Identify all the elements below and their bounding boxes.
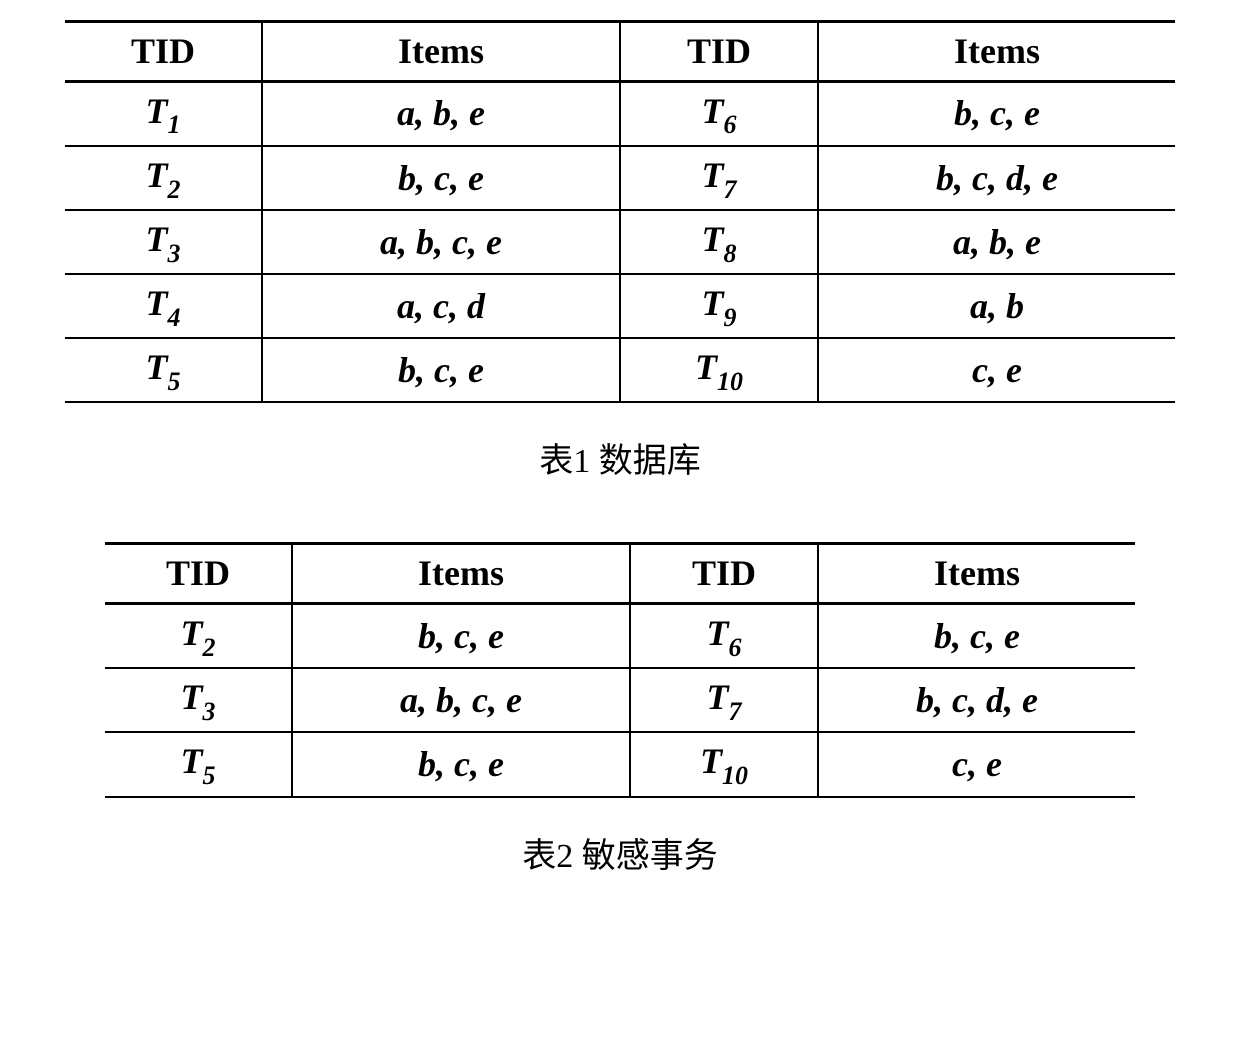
tid-cell: T7 xyxy=(620,146,818,210)
table1-caption: 表1 数据库 xyxy=(539,433,701,482)
tid-cell: T9 xyxy=(620,274,818,338)
table-row: T4a, c, dT9a, b xyxy=(65,274,1175,338)
table2-caption: 表2 敏感事务 xyxy=(522,828,718,877)
items-cell: b, c, d, e xyxy=(818,668,1135,732)
tid-cell: T2 xyxy=(65,146,262,210)
items-cell: b, c, e xyxy=(818,81,1175,146)
table2-body: T2b, c, eT6b, c, eT3a, b, c, eT7b, c, d,… xyxy=(105,604,1135,797)
tid-cell: T6 xyxy=(630,604,818,669)
tid-cell: T5 xyxy=(105,732,292,796)
tid-cell: T10 xyxy=(630,732,818,796)
tid-cell: T7 xyxy=(630,668,818,732)
tid-cell: T3 xyxy=(65,210,262,274)
table-row: T2b, c, eT7b, c, d, e xyxy=(65,146,1175,210)
table-row: T2b, c, eT6b, c, e xyxy=(105,604,1135,669)
table1: TID Items TID Items T1a, b, eT6b, c, eT2… xyxy=(65,20,1175,403)
table-row: T5b, c, eT10c, e xyxy=(105,732,1135,796)
items-cell: b, c, e xyxy=(262,338,620,402)
items-cell: a, c, d xyxy=(262,274,620,338)
tid-cell: T1 xyxy=(65,81,262,146)
table1-body: T1a, b, eT6b, c, eT2b, c, eT7b, c, d, eT… xyxy=(65,81,1175,402)
items-cell: b, c, d, e xyxy=(818,146,1175,210)
tid-cell: T6 xyxy=(620,81,818,146)
tid-cell: T8 xyxy=(620,210,818,274)
table-row: T3a, b, c, eT8a, b, e xyxy=(65,210,1175,274)
items-cell: b, c, e xyxy=(262,146,620,210)
table2-header-2: TID xyxy=(630,544,818,604)
table2-header-3: Items xyxy=(818,544,1135,604)
items-cell: b, c, e xyxy=(292,732,630,796)
items-cell: a, b, e xyxy=(818,210,1175,274)
table2-wrap: TID Items TID Items T2b, c, eT6b, c, eT3… xyxy=(20,542,1220,876)
table2-head: TID Items TID Items xyxy=(105,544,1135,604)
table2-header-0: TID xyxy=(105,544,292,604)
items-cell: b, c, e xyxy=(292,604,630,669)
items-cell: b, c, e xyxy=(818,604,1135,669)
items-cell: a, b xyxy=(818,274,1175,338)
items-cell: a, b, c, e xyxy=(292,668,630,732)
tid-cell: T2 xyxy=(105,604,292,669)
table2-header-1: Items xyxy=(292,544,630,604)
table-row: T5b, c, eT10c, e xyxy=(65,338,1175,402)
table-row: T3a, b, c, eT7b, c, d, e xyxy=(105,668,1135,732)
items-cell: a, b, c, e xyxy=(262,210,620,274)
tid-cell: T10 xyxy=(620,338,818,402)
table-row: T1a, b, eT6b, c, e xyxy=(65,81,1175,146)
tid-cell: T4 xyxy=(65,274,262,338)
items-cell: a, b, e xyxy=(262,81,620,146)
table1-header-1: Items xyxy=(262,22,620,82)
table1-header-2: TID xyxy=(620,22,818,82)
table1-header-0: TID xyxy=(65,22,262,82)
tid-cell: T3 xyxy=(105,668,292,732)
table1-wrap: TID Items TID Items T1a, b, eT6b, c, eT2… xyxy=(20,20,1220,482)
table1-header-3: Items xyxy=(818,22,1175,82)
tid-cell: T5 xyxy=(65,338,262,402)
table2: TID Items TID Items T2b, c, eT6b, c, eT3… xyxy=(105,542,1135,797)
items-cell: c, e xyxy=(818,338,1175,402)
table1-head: TID Items TID Items xyxy=(65,22,1175,82)
items-cell: c, e xyxy=(818,732,1135,796)
